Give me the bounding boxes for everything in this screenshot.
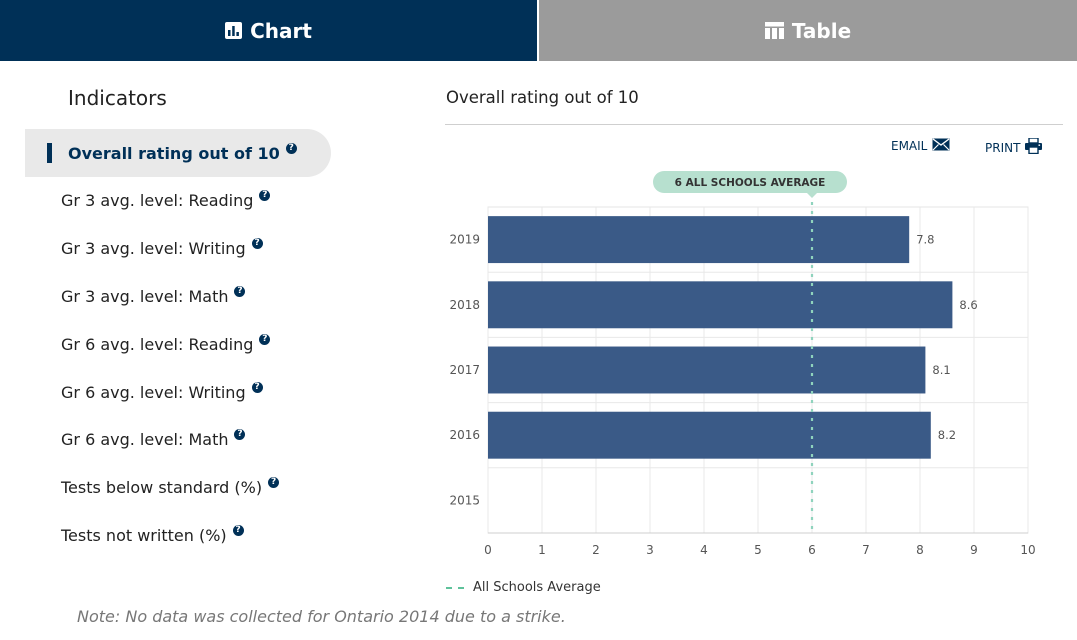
indicator-label: Gr 3 avg. level: Reading	[61, 191, 254, 211]
bar-value-label: 8.2	[938, 428, 956, 442]
print-button[interactable]: PRINT	[985, 137, 1043, 157]
y-tick-label: 2018	[449, 298, 480, 312]
title-divider	[445, 124, 1063, 125]
y-tick-label: 2015	[449, 493, 480, 507]
tab-table-label: Table	[791, 18, 852, 43]
bar-value-label: 7.8	[916, 233, 934, 247]
active-indicator-marker	[47, 143, 52, 163]
x-tick-label: 6	[808, 543, 816, 557]
help-icon[interactable]: ?	[268, 477, 280, 489]
y-tick-label: 2017	[449, 363, 480, 377]
tab-chart-label: Chart	[250, 18, 312, 43]
x-tick-label: 5	[754, 543, 762, 557]
chart-title: Overall rating out of 10	[446, 88, 639, 107]
x-tick-label: 9	[970, 543, 978, 557]
x-tick-label: 0	[484, 543, 492, 557]
help-icon[interactable]: ?	[232, 524, 244, 536]
y-tick-label: 2016	[449, 428, 480, 442]
help-icon[interactable]: ?	[234, 285, 246, 297]
x-tick-label: 1	[538, 543, 546, 557]
x-tick-label: 10	[1020, 543, 1035, 557]
bar-value-label: 8.6	[959, 298, 977, 312]
bar-chart: 0 1 2 3 4 5 6 7 8 9 10 2019 7.8 2018 8.6 2017 8.1 2016 8.2…	[449, 171, 1036, 557]
bar-chart-icon	[225, 22, 243, 39]
indicator-item[interactable]: Gr 6 avg. level: Writing?	[25, 368, 345, 416]
envelope-icon	[932, 138, 950, 154]
average-badge-label: 6 ALL SCHOOLS AVERAGE	[675, 177, 826, 189]
indicator-label: Gr 3 avg. level: Writing	[61, 239, 246, 259]
tab-chart[interactable]: Chart	[0, 0, 537, 61]
help-icon[interactable]: ?	[259, 190, 271, 202]
indicator-label: Gr 6 avg. level: Writing	[61, 382, 246, 402]
table-icon	[764, 22, 784, 39]
indicator-item[interactable]: Tests not written (%)?	[25, 512, 345, 560]
average-badge-pointer	[807, 193, 817, 198]
help-icon[interactable]: ?	[285, 142, 297, 154]
indicator-item[interactable]: Overall rating out of 10?	[25, 129, 331, 177]
bar	[488, 346, 926, 394]
bar	[488, 281, 953, 329]
indicator-label: Gr 3 avg. level: Math	[61, 286, 229, 306]
indicators-heading: Indicators	[68, 86, 167, 110]
indicator-label: Tests below standard (%)	[61, 478, 263, 498]
legend-swatch-average	[446, 586, 464, 589]
x-tick-label: 3	[646, 543, 654, 557]
bar	[488, 216, 910, 264]
indicator-item[interactable]: Gr 6 avg. level: Math?	[25, 416, 345, 464]
chart-legend: All Schools Average	[446, 580, 601, 595]
average-badge	[653, 171, 847, 193]
help-icon[interactable]: ?	[251, 238, 263, 250]
help-icon[interactable]: ?	[234, 429, 246, 441]
indicator-item[interactable]: Gr 3 avg. level: Reading?	[25, 177, 345, 225]
view-tabs: Chart Table	[0, 0, 1077, 61]
bar-value-label: 8.1	[932, 363, 950, 377]
indicator-item[interactable]: Gr 3 avg. level: Math?	[25, 273, 345, 321]
indicator-label: Gr 6 avg. level: Math	[61, 430, 229, 450]
x-tick-label: 4	[700, 543, 708, 557]
indicator-item[interactable]: Tests below standard (%)?	[25, 464, 345, 512]
indicator-list: Overall rating out of 10? Gr 3 avg. level…	[25, 129, 345, 559]
indicator-label: Gr 6 avg. level: Reading	[61, 334, 254, 354]
x-tick-label: 7	[862, 543, 870, 557]
indicator-label: Overall rating out of 10	[68, 143, 280, 163]
indicator-label: Tests not written (%)	[61, 525, 227, 545]
printer-icon	[1025, 137, 1043, 157]
y-tick-label: 2019	[449, 233, 480, 247]
help-icon[interactable]: ?	[259, 333, 271, 345]
email-label: EMAIL	[891, 139, 928, 153]
tab-table[interactable]: Table	[537, 0, 1077, 61]
indicator-item[interactable]: Gr 6 avg. level: Reading?	[25, 320, 345, 368]
help-icon[interactable]: ?	[251, 381, 263, 393]
bar	[488, 411, 931, 459]
x-tick-label: 2	[592, 543, 600, 557]
indicator-item[interactable]: Gr 3 avg. level: Writing?	[25, 225, 345, 273]
x-tick-label: 8	[916, 543, 924, 557]
data-note: Note: No data was collected for Ontario …	[77, 607, 566, 626]
legend-label: All Schools Average	[473, 580, 601, 595]
print-label: PRINT	[985, 140, 1021, 155]
email-button[interactable]: EMAIL	[891, 138, 950, 154]
